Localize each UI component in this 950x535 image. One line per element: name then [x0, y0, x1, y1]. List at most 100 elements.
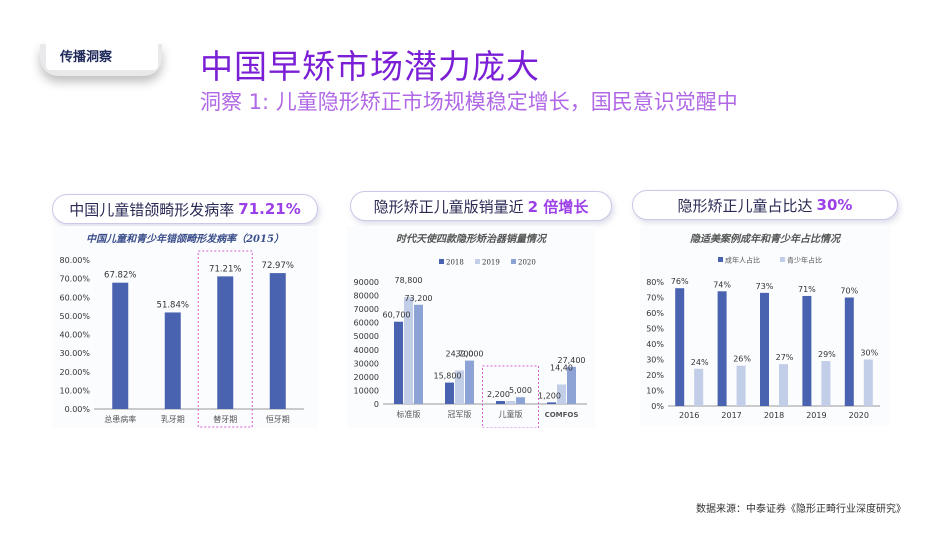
x-tick-label: 替牙期: [213, 414, 237, 424]
data-label: 71.21%: [209, 264, 241, 274]
x-tick-label: 冠军版: [448, 409, 472, 419]
y-tick-label: 40000: [354, 346, 379, 355]
chart-panel-incidence: 中国儿童和青少年错颌畸形发病率（2015） 0.00% 10.00% 20.00% 30…: [52, 226, 318, 428]
legend-label: 2018: [446, 259, 464, 267]
bar: [844, 297, 854, 406]
data-label: 70%: [840, 287, 858, 296]
bar: [445, 382, 454, 404]
data-label: 24,700: [446, 350, 474, 359]
bar: [217, 276, 234, 409]
pill-sales: 隐形矫正儿童版销量近 2 倍增长: [350, 191, 612, 221]
legend-label: 2019: [482, 259, 500, 267]
x-tick-label: 恒牙期: [266, 414, 290, 424]
pill-highlight: 30%: [816, 196, 853, 214]
chart-title: 时代天使四款隐形矫治器销量情况: [396, 233, 548, 245]
x-tick-label: 标准版: [397, 409, 421, 419]
legend-swatch: [780, 257, 785, 262]
pill-highlight: 2 倍增长: [527, 197, 589, 216]
pill-text: 中国儿童错颌畸形发病率: [69, 200, 235, 219]
bar: [455, 370, 464, 404]
legend-label: 成年人占比: [725, 256, 760, 265]
page-title: 中国早矫市场潜力庞大: [200, 47, 540, 86]
data-label: 67.82%: [104, 271, 136, 281]
y-tick-label: 60%: [646, 309, 664, 318]
x-tick-label: 2019: [806, 411, 826, 420]
bar: [516, 397, 525, 404]
chart-incidence: 中国儿童和青少年错颌畸形发病率（2015） 0.00% 10.00% 20.00% 30…: [59, 233, 304, 428]
y-tick-label: 0%: [651, 402, 664, 411]
data-label: 76%: [671, 277, 689, 286]
pill-highlight: 71.21%: [238, 200, 301, 218]
pill-share: 隐形矫正儿童占比达 30%: [632, 190, 898, 220]
x-tick-label: 2017: [721, 411, 741, 420]
bar: [557, 384, 566, 404]
y-tick-label: 0: [374, 400, 379, 409]
y-tick-label: 30000: [354, 359, 379, 368]
data-label: 30%: [860, 349, 878, 358]
bar: [269, 273, 286, 409]
data-label: 5,000: [509, 386, 532, 395]
y-tick-label: 60000: [354, 319, 379, 328]
y-tick-label: 30.00%: [59, 349, 90, 358]
x-tick-label: 乳牙期: [161, 414, 185, 424]
y-tick-label: 70.00%: [59, 275, 90, 284]
y-tick-label: 10%: [646, 387, 664, 396]
legend-label: 2020: [518, 259, 536, 267]
y-tick-label: 10.00%: [59, 386, 90, 395]
y-tick-label: 80.00%: [59, 256, 90, 265]
y-tick-label: 50.00%: [59, 312, 90, 321]
bar: [496, 401, 505, 404]
data-label: 27,400: [558, 356, 586, 365]
y-tick-label: 60.00%: [59, 293, 90, 302]
data-label: 24%: [691, 358, 709, 367]
bar: [164, 312, 181, 409]
data-label: 74%: [713, 280, 731, 289]
bar: [802, 295, 812, 406]
bar: [694, 368, 704, 406]
y-tick-label: 80%: [646, 278, 664, 287]
bar: [821, 361, 831, 406]
bar: [736, 365, 746, 406]
y-tick-label: 20%: [646, 371, 664, 380]
data-label: 27%: [776, 353, 794, 362]
legend-swatch: [718, 257, 723, 262]
data-label: 73,200: [405, 294, 433, 303]
bar: [112, 282, 129, 409]
bar: [675, 288, 685, 406]
legend-swatch: [475, 259, 480, 264]
data-label: 14,40: [550, 363, 573, 372]
x-tick-label: COMFOS: [545, 411, 579, 419]
bar: [465, 360, 474, 404]
pill-incidence: 中国儿童错颌畸形发病率 71.21%: [52, 194, 318, 224]
bar: [567, 366, 576, 404]
y-tick-label: 70%: [646, 294, 664, 303]
bar: [779, 364, 788, 406]
data-label: 60,700: [383, 311, 411, 320]
data-label: 26%: [733, 355, 751, 364]
y-tick-label: 50%: [646, 325, 664, 334]
bar: [394, 321, 403, 404]
x-tick-label: 2018: [764, 411, 784, 420]
chart-title: 隐适美案例成年和青少年占比情况: [690, 233, 842, 245]
x-tick-label: 2016: [679, 411, 699, 420]
data-label: 29%: [818, 350, 836, 359]
data-source: 数据来源：中泰证券《隐形正畸行业深度研究》: [696, 504, 906, 515]
data-label: 15,800: [434, 372, 462, 381]
y-tick-label: 70000: [354, 305, 379, 314]
chart-sales: 时代天使四款隐形矫治器销量情况 2018 2019 2020 0 10000 20000 30…: [354, 233, 587, 428]
bar: [506, 401, 515, 404]
y-tick-label: 40%: [646, 340, 664, 349]
legend-swatch: [511, 259, 516, 264]
data-label: 51.84%: [157, 300, 189, 310]
bar: [717, 291, 727, 406]
chart-title: 中国儿童和青少年错颌畸形发病率（2015）: [86, 233, 284, 245]
legend-swatch: [439, 259, 444, 264]
y-tick-label: 20000: [354, 373, 379, 382]
data-label: 73%: [756, 282, 774, 291]
page-subtitle: 洞察 1: 儿童隐形矫正市场规模稳定增长，国民意识觉醒中: [200, 90, 738, 114]
bar: [760, 292, 769, 406]
x-tick-label: 儿童版: [499, 409, 523, 419]
chart-panel-share: 隐适美案例成年和青少年占比情况 成年人占比 青少年占比 0% 10% 20% 30% 40% 5…: [640, 226, 890, 426]
data-label: 2,200: [487, 390, 510, 399]
